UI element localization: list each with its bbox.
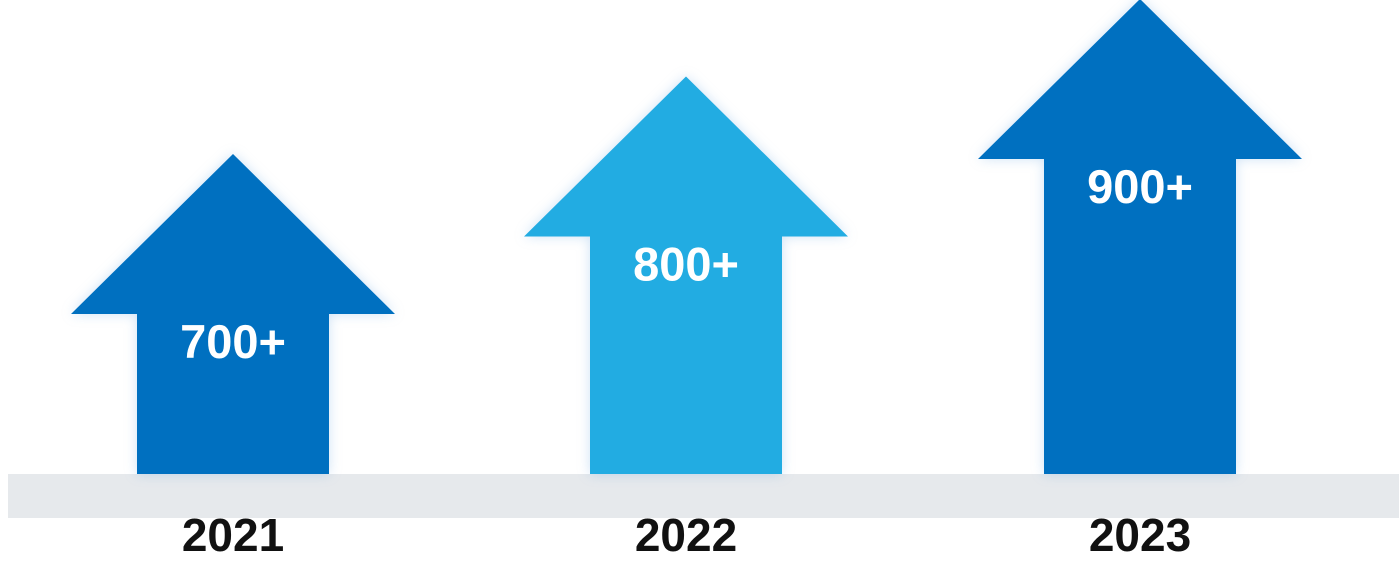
arrow-bar-2022 [524, 76, 848, 474]
value-label-2021: 700+ [180, 315, 286, 368]
arrow-bar-2021 [71, 154, 395, 474]
year-label-2022: 2022 [634, 509, 738, 561]
baseline-band [8, 474, 1399, 518]
year-label-2021: 2021 [181, 509, 285, 561]
year-label-2023: 2023 [1088, 509, 1192, 561]
value-label-2023: 900+ [1087, 160, 1193, 213]
value-label-2022: 800+ [633, 238, 739, 291]
arrow-bar-2023 [978, 0, 1302, 474]
